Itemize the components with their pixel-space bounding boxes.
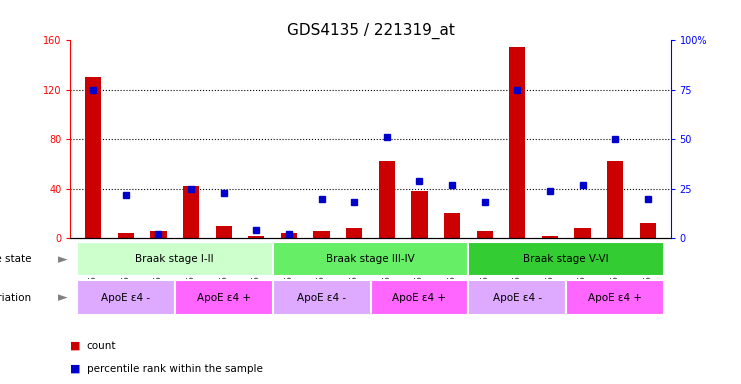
Bar	[85, 78, 102, 238]
Text: ApoE ε4 +: ApoE ε4 +	[588, 293, 642, 303]
Text: Braak stage III-IV: Braak stage III-IV	[326, 254, 415, 264]
Text: Braak stage V-VI: Braak stage V-VI	[523, 254, 609, 264]
Bar	[574, 228, 591, 238]
Bar	[150, 231, 167, 238]
Bar	[444, 214, 460, 238]
Bar	[379, 161, 395, 238]
Text: ApoE ε4 +: ApoE ε4 +	[196, 293, 250, 303]
Text: ApoE ε4 +: ApoE ε4 +	[393, 293, 446, 303]
Text: ►: ►	[58, 253, 67, 266]
Bar	[175, 280, 273, 315]
Text: ■: ■	[70, 364, 81, 374]
Bar	[216, 226, 232, 238]
Text: disease state: disease state	[0, 254, 31, 264]
Bar	[281, 233, 297, 238]
Bar	[468, 280, 566, 315]
Bar	[313, 231, 330, 238]
Text: ►: ►	[58, 291, 67, 304]
Bar	[411, 191, 428, 238]
Text: Braak stage I-II: Braak stage I-II	[136, 254, 214, 264]
Bar	[468, 242, 664, 276]
Bar	[346, 228, 362, 238]
Bar	[77, 242, 273, 276]
Bar	[77, 280, 175, 315]
Bar	[248, 236, 265, 238]
Bar	[607, 161, 623, 238]
Bar	[370, 280, 468, 315]
Bar	[273, 280, 370, 315]
Bar	[566, 280, 664, 315]
Bar	[509, 46, 525, 238]
Text: ApoE ε4 -: ApoE ε4 -	[102, 293, 150, 303]
Bar	[118, 233, 134, 238]
Text: count: count	[87, 341, 116, 351]
Text: percentile rank within the sample: percentile rank within the sample	[87, 364, 262, 374]
Bar	[542, 236, 558, 238]
Bar	[273, 242, 468, 276]
Text: ■: ■	[70, 341, 81, 351]
Title: GDS4135 / 221319_at: GDS4135 / 221319_at	[287, 23, 454, 39]
Bar	[639, 223, 656, 238]
Text: ApoE ε4 -: ApoE ε4 -	[493, 293, 542, 303]
Bar	[183, 186, 199, 238]
Text: ApoE ε4 -: ApoE ε4 -	[297, 293, 346, 303]
Bar	[476, 231, 493, 238]
Text: genotype/variation: genotype/variation	[0, 293, 31, 303]
